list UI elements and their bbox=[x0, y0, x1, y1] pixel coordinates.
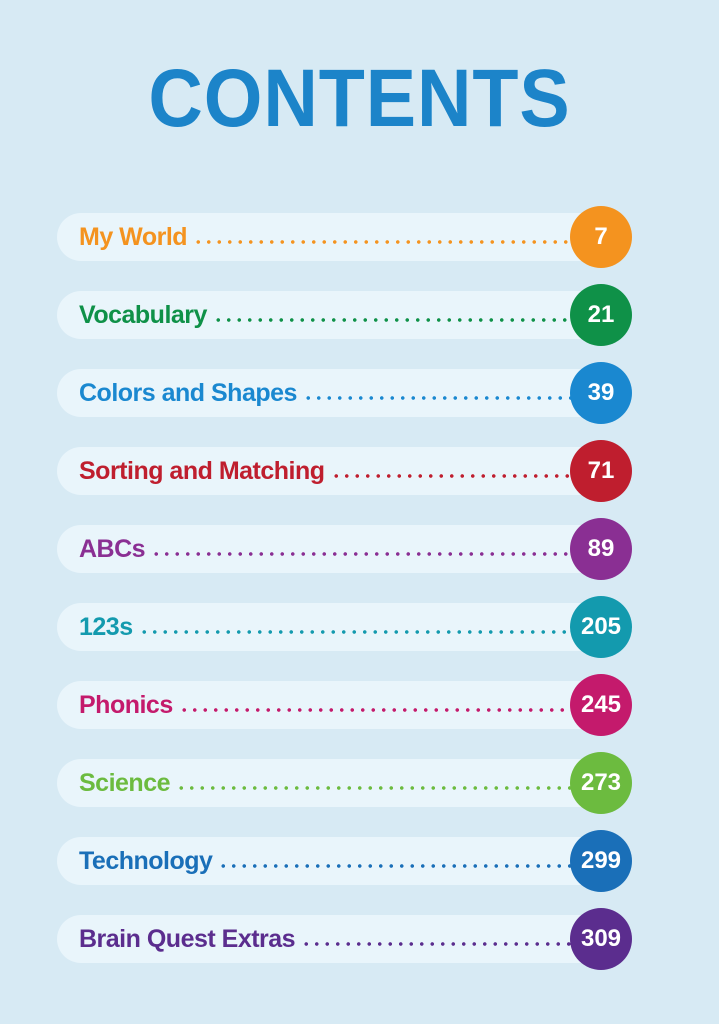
entry-pill: Brain Quest Extras bbox=[57, 915, 617, 963]
toc-entry[interactable]: Colors and Shapes 39 bbox=[57, 362, 632, 424]
entry-pill: Colors and Shapes bbox=[57, 369, 617, 417]
entry-label: Colors and Shapes bbox=[79, 378, 297, 407]
entry-label: Sorting and Matching bbox=[79, 456, 325, 485]
entry-label: Phonics bbox=[79, 690, 173, 719]
dot-leader bbox=[138, 630, 603, 634]
toc-entry[interactable]: Vocabulary 21 bbox=[57, 284, 632, 346]
dot-leader bbox=[151, 552, 603, 556]
page-number-badge: 7 bbox=[570, 206, 632, 268]
entry-label: ABCs bbox=[79, 534, 146, 563]
page-number-badge: 273 bbox=[570, 752, 632, 814]
entry-label: 123s bbox=[79, 612, 133, 641]
dot-leader bbox=[302, 396, 603, 400]
entry-pill: Phonics bbox=[57, 681, 617, 729]
toc-entry[interactable]: 123s 205 bbox=[57, 596, 632, 658]
page-number-badge: 89 bbox=[570, 518, 632, 580]
toc-entry[interactable]: ABCs 89 bbox=[57, 518, 632, 580]
toc-entry[interactable]: Science 273 bbox=[57, 752, 632, 814]
toc-entry[interactable]: Technology 299 bbox=[57, 830, 632, 892]
page-number-badge: 299 bbox=[570, 830, 632, 892]
dot-leader bbox=[301, 942, 603, 946]
entry-label: My World bbox=[79, 222, 188, 251]
entry-pill: Technology bbox=[57, 837, 617, 885]
page-number-badge: 21 bbox=[570, 284, 632, 346]
dot-leader bbox=[212, 318, 603, 322]
entry-label: Vocabulary bbox=[79, 300, 207, 329]
dot-leader bbox=[193, 240, 603, 244]
page-number-badge: 205 bbox=[570, 596, 632, 658]
page-number-badge: 71 bbox=[570, 440, 632, 502]
page-title: CONTENTS bbox=[148, 53, 571, 144]
toc-entry[interactable]: Sorting and Matching 71 bbox=[57, 440, 632, 502]
entry-label: Technology bbox=[79, 846, 213, 875]
entry-label: Science bbox=[79, 768, 171, 797]
dot-leader bbox=[218, 864, 603, 868]
dot-leader bbox=[176, 786, 603, 790]
entry-pill: Science bbox=[57, 759, 617, 807]
page-number-badge: 245 bbox=[570, 674, 632, 736]
entry-pill: Vocabulary bbox=[57, 291, 617, 339]
page-number-badge: 39 bbox=[570, 362, 632, 424]
entry-label: Brain Quest Extras bbox=[79, 924, 296, 953]
entry-pill: My World bbox=[57, 213, 617, 261]
entry-pill: Sorting and Matching bbox=[57, 447, 617, 495]
page-number-badge: 309 bbox=[570, 908, 632, 970]
dot-leader bbox=[178, 708, 603, 712]
entry-pill: ABCs bbox=[57, 525, 617, 573]
toc-entry[interactable]: Brain Quest Extras 309 bbox=[57, 908, 632, 970]
dot-leader bbox=[330, 474, 603, 478]
toc-entry[interactable]: Phonics 245 bbox=[57, 674, 632, 736]
entry-pill: 123s bbox=[57, 603, 617, 651]
toc-entry[interactable]: My World 7 bbox=[57, 206, 632, 268]
